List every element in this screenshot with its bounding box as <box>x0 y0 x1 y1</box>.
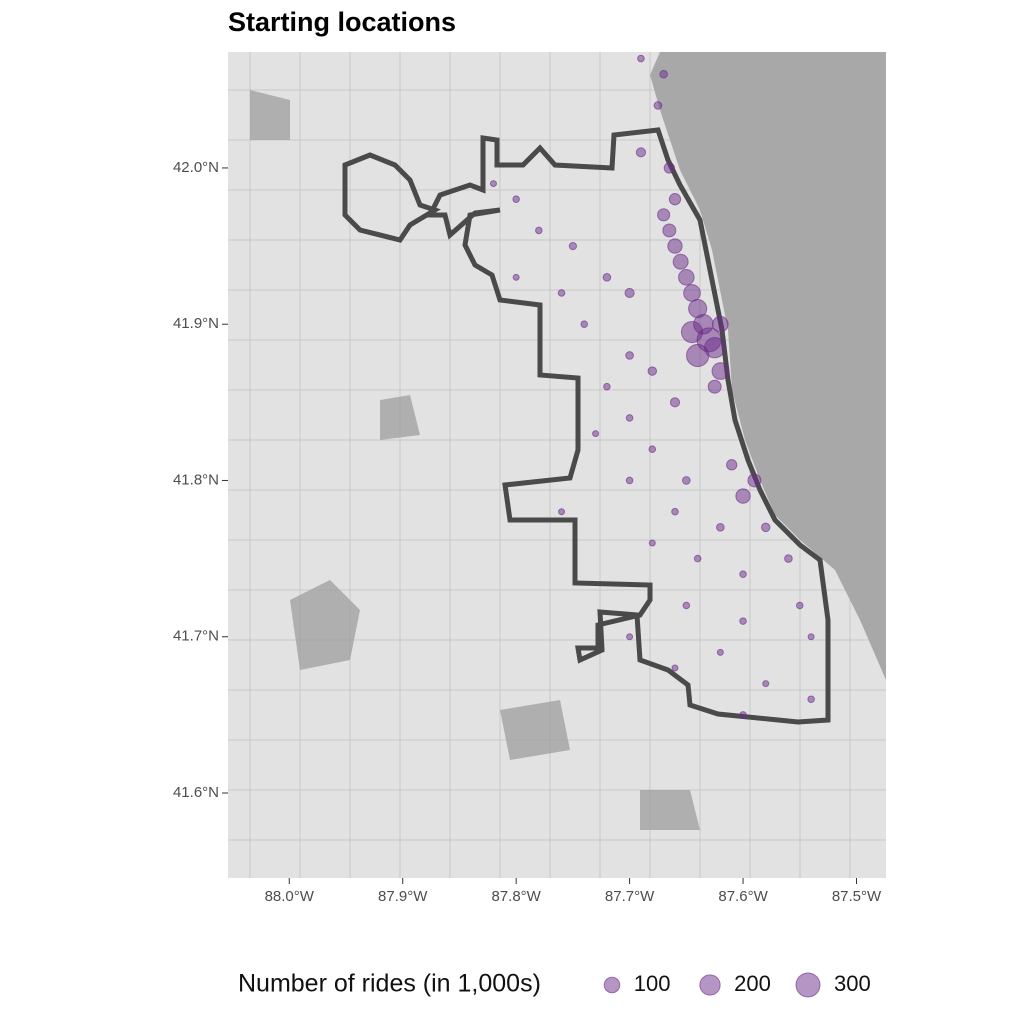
ride-point <box>512 195 520 203</box>
x-tick-label: 87.7°W <box>605 888 655 905</box>
legend-title: Number of rides (in 1,000s) <box>238 970 541 998</box>
ride-point <box>602 273 612 282</box>
ride-point <box>807 633 815 641</box>
ride-point <box>648 539 656 547</box>
ride-point <box>669 397 681 408</box>
ride-point <box>671 664 679 672</box>
ride-point <box>535 226 543 235</box>
x-tick-label: 87.6°W <box>718 888 768 905</box>
x-tick-label: 87.9°W <box>378 888 428 905</box>
y-tick-label: 41.6°N <box>173 784 219 801</box>
ride-point <box>704 336 726 359</box>
ride-point <box>739 711 747 719</box>
y-tick-label: 41.9°N <box>173 315 219 332</box>
ride-point <box>663 162 675 174</box>
airport-boundary <box>342 152 441 243</box>
ride-point <box>682 601 691 610</box>
ride-point <box>580 320 589 328</box>
ride-point <box>671 507 679 516</box>
ride-point <box>662 223 677 238</box>
ride-point <box>712 315 729 333</box>
ride-point <box>603 382 611 391</box>
ride-point <box>625 414 634 422</box>
ride-point <box>762 680 770 688</box>
ride-point <box>784 554 793 563</box>
ride-point <box>558 508 566 516</box>
ride-point <box>659 69 668 79</box>
ride-point <box>647 366 658 376</box>
x-tick-label: 87.5°W <box>832 888 882 905</box>
ride-point <box>807 695 815 704</box>
ride-point <box>735 488 751 504</box>
ride-point <box>657 208 671 222</box>
legend-key <box>603 976 621 994</box>
ride-point <box>739 570 747 579</box>
y-tick-label: 42.0°N <box>173 159 219 176</box>
ride-point <box>747 473 762 488</box>
ride-point <box>716 648 724 656</box>
ride-point <box>726 459 738 471</box>
ride-point <box>557 289 566 297</box>
ride-point <box>683 284 701 302</box>
legend-key <box>699 974 721 996</box>
ride-point <box>680 320 704 344</box>
ride-point <box>592 430 600 438</box>
ride-point <box>716 523 725 532</box>
legend-label: 200 <box>734 971 771 996</box>
ride-point <box>648 445 657 454</box>
legend-label: 300 <box>834 971 871 996</box>
lake <box>650 52 886 680</box>
ride-point <box>635 147 647 158</box>
ride-point <box>693 554 702 563</box>
ride-point <box>711 362 730 380</box>
chart-title: Starting locations <box>228 7 456 37</box>
ride-point <box>795 601 804 610</box>
legend-key <box>795 972 821 998</box>
ride-point <box>625 351 634 360</box>
ride-point <box>568 241 578 251</box>
ride-point <box>637 54 645 63</box>
ride-point <box>625 476 634 485</box>
ride-point <box>682 476 691 485</box>
ride-point <box>678 269 695 286</box>
y-tick-label: 41.8°N <box>173 471 219 488</box>
legend-label: 100 <box>634 971 671 996</box>
x-tick-label: 88.0°W <box>265 888 315 905</box>
ride-point <box>624 287 635 299</box>
ride-point <box>672 253 689 270</box>
ride-point <box>667 238 683 254</box>
ride-point <box>688 299 708 319</box>
ride-point <box>739 617 747 625</box>
ride-point <box>653 101 663 110</box>
y-tick-label: 41.7°N <box>173 628 219 645</box>
city-boundary <box>425 127 831 725</box>
ride-point <box>668 193 682 206</box>
x-tick-label: 87.8°W <box>491 888 541 905</box>
ride-point <box>761 522 771 533</box>
ride-point <box>707 379 722 394</box>
ride-point <box>512 273 520 281</box>
ride-point <box>489 180 497 188</box>
ride-point <box>626 633 634 641</box>
